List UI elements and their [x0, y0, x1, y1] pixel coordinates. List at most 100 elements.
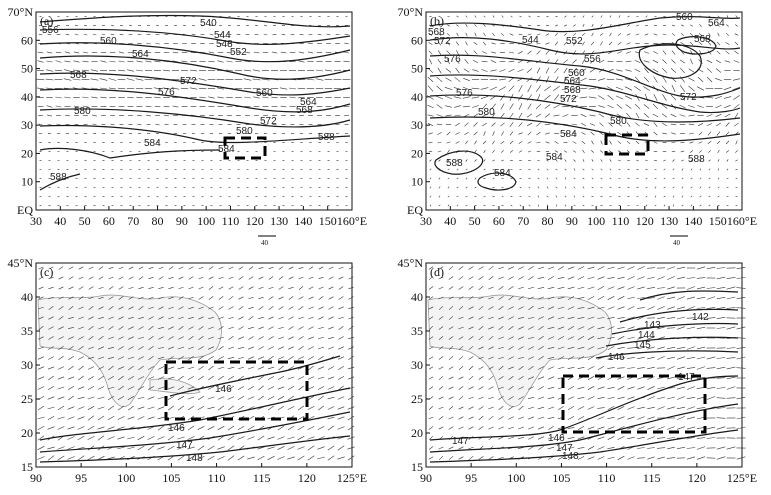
y-tick-label: 45°N: [398, 256, 424, 270]
x-tick-label: 105: [552, 471, 570, 485]
y-tick-label: 40: [21, 290, 33, 304]
x-tick-label: 100: [197, 214, 215, 228]
x-tick-label: 50: [79, 214, 91, 228]
x-tick-label: 110: [598, 471, 616, 485]
contour-label: 147: [678, 372, 695, 383]
contour-label: 564: [132, 49, 149, 60]
x-tick-label: 120: [636, 214, 654, 228]
contour-label: 576: [456, 88, 473, 99]
y-tick-label: 15: [21, 460, 33, 474]
reference-vector-label: 40: [261, 239, 269, 247]
contour-label: 147: [452, 436, 469, 447]
panel-d: (d) 142 143 144 145 146 147 147 146 147 …: [398, 256, 758, 485]
contour-label: 568: [296, 105, 313, 116]
x-tick-label: 40: [54, 214, 66, 228]
contour-label: 588: [446, 158, 463, 169]
contour-label: 572: [434, 36, 451, 47]
x-tick-label: 140: [684, 214, 702, 228]
y-tick-label: 25: [411, 392, 423, 406]
x-tick-label: 95: [465, 471, 477, 485]
x-tick-label: 100: [507, 471, 525, 485]
x-tick-label: 120: [688, 471, 706, 485]
x-tick-label: 100: [587, 214, 605, 228]
panel-b-reference-vector: 40: [670, 236, 688, 247]
panel-d-label: (d): [430, 265, 444, 279]
contour-label: 584: [218, 144, 235, 155]
y-tick-label: 15: [411, 460, 423, 474]
contour-label: 584: [144, 138, 161, 149]
contour-label: 572: [560, 94, 577, 105]
panel-a-reference-vector: 40: [258, 236, 276, 247]
y-tick-label: 20: [411, 426, 423, 440]
contour-label: 145: [634, 340, 651, 351]
y-tick-label: 10: [21, 175, 33, 189]
y-tick-label: 50: [411, 62, 423, 76]
contour-label: 146: [215, 384, 232, 395]
x-tick-label: 120: [298, 471, 316, 485]
contour-label: 148: [562, 451, 579, 462]
y-tick-label: 30: [411, 118, 423, 132]
x-tick-label: 130: [270, 214, 288, 228]
contour-label: 576: [444, 54, 461, 65]
x-tick-label: 95: [75, 471, 87, 485]
y-tick-label: 50: [21, 62, 33, 76]
x-tick-label: 120: [246, 214, 264, 228]
contour-label: 556: [584, 54, 601, 65]
x-tick-label: 125°E: [727, 471, 757, 485]
y-tick-label: EQ: [407, 203, 423, 217]
contour-label: 580: [236, 126, 253, 137]
contour-label: 580: [74, 106, 91, 117]
x-tick-label: 70: [517, 214, 529, 228]
x-tick-label: 70: [127, 214, 139, 228]
y-tick-label: 35: [411, 324, 423, 338]
y-tick-label: 60: [21, 33, 33, 47]
y-tick-label: 40: [411, 90, 423, 104]
x-tick-label: 40: [444, 214, 456, 228]
x-tick-label: 100: [117, 471, 135, 485]
contour-label: 576: [158, 87, 175, 98]
x-tick-label: 150: [709, 214, 727, 228]
contour-label: 588: [318, 132, 335, 143]
contour-label: 560: [100, 36, 117, 47]
panel-c-label: (c): [40, 265, 53, 279]
contour-label: 544: [522, 35, 539, 46]
contour-label: 560: [256, 88, 273, 99]
contour-label: 552: [566, 36, 583, 47]
y-tick-label: 20: [21, 146, 33, 160]
contour-label: 142: [692, 312, 709, 323]
contour-label: 564: [708, 18, 725, 29]
y-tick-label: 30: [411, 358, 423, 372]
panel-b-label: (b): [430, 14, 444, 28]
reference-vector-label: 40: [673, 239, 681, 247]
contour-label: 584: [560, 129, 577, 140]
contour-label: 540: [200, 18, 217, 29]
contour-label: 148: [186, 453, 203, 464]
x-tick-label: 125°E: [337, 471, 367, 485]
contour-label: 572: [180, 76, 197, 87]
panel-b: (b) 568 572 576 544 552 556 560 564 568 …: [398, 5, 758, 247]
contour-label: 572: [260, 116, 277, 127]
x-tick-label: 110: [208, 471, 226, 485]
contour-label: 147: [176, 440, 193, 451]
x-tick-label: 50: [469, 214, 481, 228]
y-tick-label: EQ: [17, 203, 33, 217]
contour-label: 568: [694, 34, 711, 45]
x-tick-label: 90: [566, 214, 578, 228]
x-tick-label: 90: [176, 214, 188, 228]
contour-label: 572: [680, 92, 697, 103]
x-tick-label: 150: [319, 214, 337, 228]
contour-label: 584: [494, 168, 511, 179]
y-tick-label: 25: [21, 392, 33, 406]
contour-label: 146: [608, 352, 625, 363]
y-tick-label: 20: [411, 146, 423, 160]
contour-label: 580: [478, 107, 495, 118]
y-tick-label: 20: [21, 426, 33, 440]
y-tick-label: 60: [411, 33, 423, 47]
y-tick-label: 30: [21, 358, 33, 372]
x-tick-label: 80: [542, 214, 554, 228]
x-tick-label: 115: [253, 471, 271, 485]
contour-label: 556: [42, 25, 59, 36]
contour-label: 580: [610, 116, 627, 127]
